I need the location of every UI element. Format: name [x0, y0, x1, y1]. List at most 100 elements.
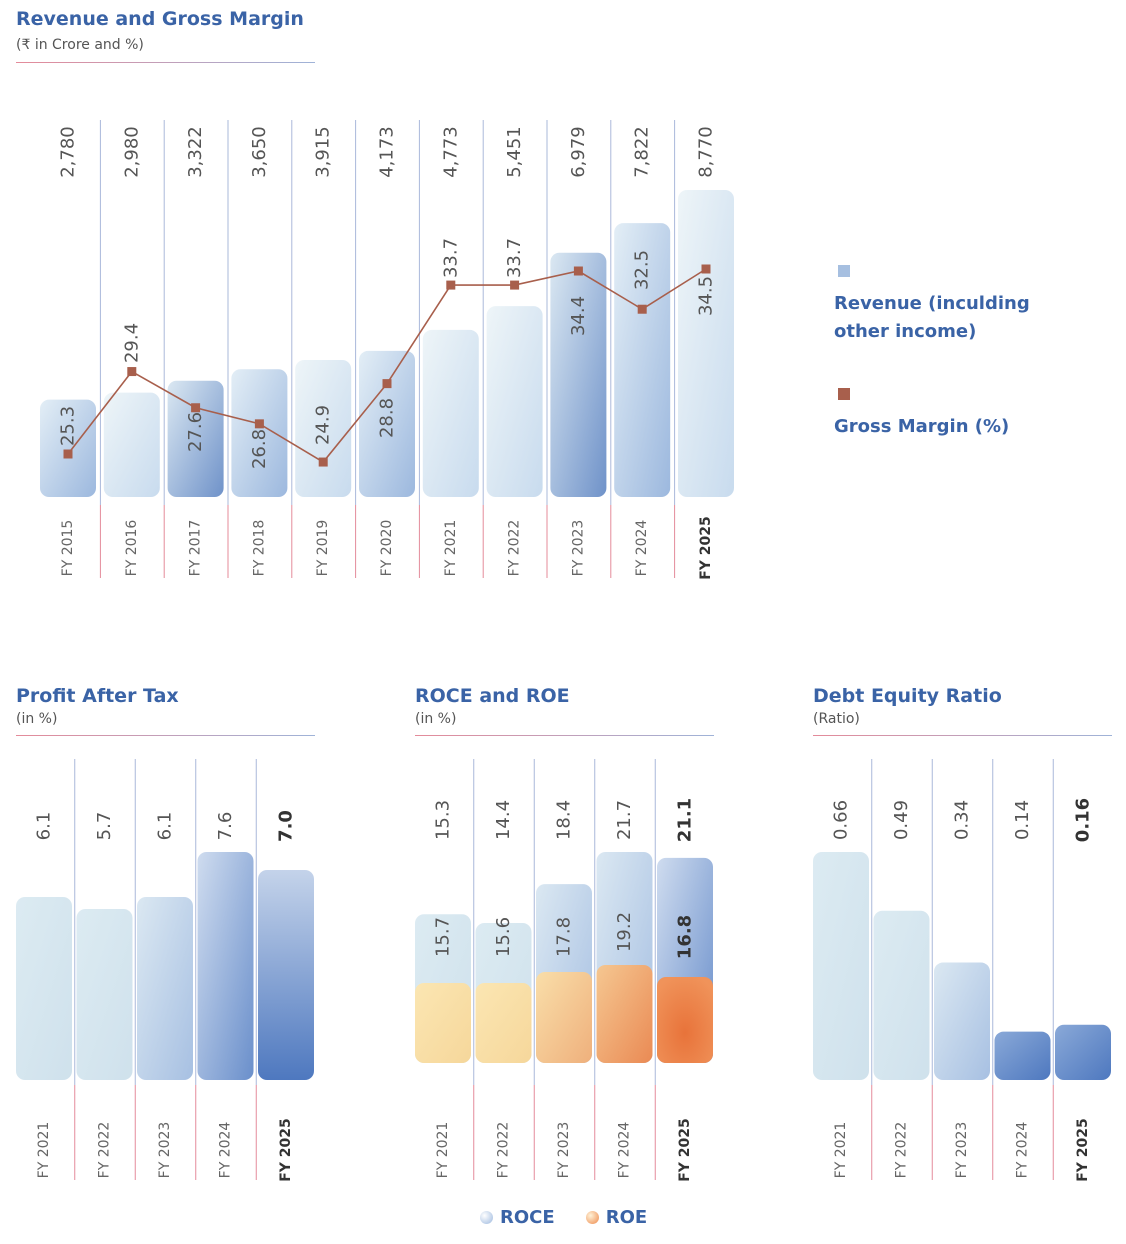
- revenue-category-label: FY 2016: [124, 520, 140, 577]
- revenue-bar: [614, 223, 671, 497]
- roce-value-label: 21.7: [614, 800, 635, 840]
- gross-margin-label: 25.3: [58, 406, 79, 446]
- pat-bar: [197, 852, 254, 1080]
- revenue-value-label: 4,773: [440, 126, 461, 178]
- de-value-label: 0.14: [1012, 800, 1033, 840]
- de-chart-subtitle: (Ratio): [813, 711, 860, 727]
- revenue-bar: [678, 190, 734, 497]
- roce-value-label: 21.1: [675, 798, 696, 842]
- revenue-value-label: 7,822: [632, 126, 653, 178]
- gross-margin-marker: [254, 419, 264, 429]
- gross-margin-marker: [63, 449, 73, 459]
- gross-margin-marker: [191, 403, 201, 413]
- revenue-value-label: 2,980: [121, 126, 142, 178]
- gross-margin-marker: [573, 266, 583, 276]
- pat-chart-subtitle: (in %): [16, 711, 58, 727]
- roe-legend-dot: [585, 1211, 599, 1224]
- gross-margin-marker: [510, 280, 520, 290]
- revenue-value-label: 3,650: [249, 126, 270, 178]
- revenue-category-label: FY 2022: [507, 520, 523, 577]
- margin-legend-swatch: [838, 388, 850, 400]
- pat-value-label: 7.0: [276, 810, 297, 842]
- roce-roe-legend: ROCE ROE: [480, 1207, 673, 1228]
- revenue-legend-label: Revenue (inculding other income): [834, 293, 1030, 342]
- revenue-value-label: 3,322: [185, 126, 206, 178]
- revenue-category-label: FY 2024: [634, 520, 650, 577]
- roe-value-label: 15.7: [433, 917, 454, 957]
- revenue-bar: [295, 359, 352, 497]
- roe-legend-label: ROE: [605, 1207, 648, 1228]
- revenue-bar: [167, 380, 224, 497]
- pat-category-label: FY 2025: [278, 1118, 294, 1182]
- gross-margin-label: 33.7: [504, 238, 525, 278]
- revenue-category-label: FY 2023: [570, 520, 586, 577]
- de-category-label: FY 2024: [1015, 1122, 1031, 1179]
- roce-value-label: 18.4: [554, 800, 575, 840]
- revenue-bar: [40, 399, 96, 497]
- pat-category-label: FY 2021: [36, 1122, 52, 1179]
- roe-bar: [415, 983, 471, 1063]
- pat-value-label: 7.6: [215, 812, 236, 841]
- pat-bar: [16, 897, 72, 1080]
- gross-margin-marker: [446, 280, 456, 290]
- roe-value-label: 16.8: [675, 915, 696, 959]
- de-bar: [994, 1031, 1051, 1080]
- gross-margin-label: 27.6: [185, 412, 206, 452]
- gross-margin-label: 32.5: [632, 250, 653, 290]
- roe-bar: [475, 983, 532, 1063]
- roce-category-label: FY 2022: [496, 1122, 512, 1179]
- revenue-category-label: FY 2025: [698, 516, 714, 580]
- de-bar: [1055, 1024, 1111, 1080]
- roce-category-label: FY 2025: [677, 1118, 693, 1182]
- de-category-label: FY 2022: [894, 1122, 910, 1179]
- revenue-value-label: 2,780: [58, 126, 79, 178]
- roce-chart-rule: [415, 735, 714, 736]
- revenue-legend-swatch: [838, 265, 850, 277]
- roce-legend-dot: [480, 1211, 493, 1224]
- roe-bar: [657, 977, 713, 1063]
- pat-bar: [137, 897, 193, 1080]
- de-value-label: 0.16: [1073, 798, 1094, 842]
- de-chart-rule: [813, 735, 1112, 736]
- revenue-value-label: 4,173: [377, 126, 398, 178]
- gross-margin-label: 34.5: [696, 276, 717, 316]
- pat-value-label: 6.1: [155, 812, 176, 841]
- revenue-category-label: FY 2018: [251, 520, 267, 577]
- roce-category-label: FY 2021: [435, 1122, 451, 1179]
- gross-margin-marker: [127, 367, 137, 377]
- gross-margin-label: 29.4: [121, 323, 142, 363]
- revenue-category-label: FY 2017: [188, 520, 204, 577]
- margin-legend-label: Gross Margin (%): [834, 416, 1010, 437]
- de-category-label: FY 2021: [833, 1122, 849, 1179]
- de-chart-title: Debt Equity Ratio: [813, 685, 1002, 707]
- pat-category-label: FY 2024: [218, 1122, 234, 1179]
- revenue-bar: [103, 392, 160, 497]
- revenue-bar: [550, 252, 607, 497]
- de-bar: [873, 910, 930, 1080]
- pat-value-label: 6.1: [34, 812, 55, 841]
- revenue-category-label: FY 2021: [443, 520, 459, 577]
- de-category-label: FY 2023: [954, 1122, 970, 1179]
- roe-bar: [536, 972, 592, 1063]
- roce-legend-label: ROCE: [500, 1207, 555, 1228]
- roce-category-label: FY 2023: [556, 1122, 572, 1179]
- pat-category-label: FY 2023: [157, 1122, 173, 1179]
- de-value-label: 0.66: [831, 800, 852, 840]
- gross-margin-marker: [318, 457, 328, 467]
- roe-bar: [596, 965, 653, 1063]
- roce-value-label: 15.3: [433, 800, 454, 840]
- pat-bar: [258, 870, 314, 1080]
- de-bar: [813, 852, 869, 1080]
- pat-category-label: FY 2022: [97, 1122, 113, 1179]
- bottom-charts: FY 2021 FY 2022 FY 2023 FY 2024 FY 2025 6.1 5.…: [16, 759, 1111, 1182]
- gross-margin-label: 24.9: [313, 405, 334, 445]
- roe-value-label: 17.8: [554, 917, 575, 957]
- de-category-label: FY 2025: [1075, 1118, 1091, 1182]
- revenue-chart: 2,780 FY 2015 2,980 FY 2016 3,322 FY 2017 3,65…: [40, 120, 734, 580]
- revenue-category-label: FY 2015: [60, 520, 76, 577]
- roce-chart-subtitle: (in %): [415, 711, 457, 727]
- revenue-bar: [359, 350, 415, 497]
- de-value-label: 0.49: [891, 800, 912, 840]
- pat-chart-title: Profit After Tax: [16, 685, 179, 707]
- pat-chart-rule: [16, 735, 315, 736]
